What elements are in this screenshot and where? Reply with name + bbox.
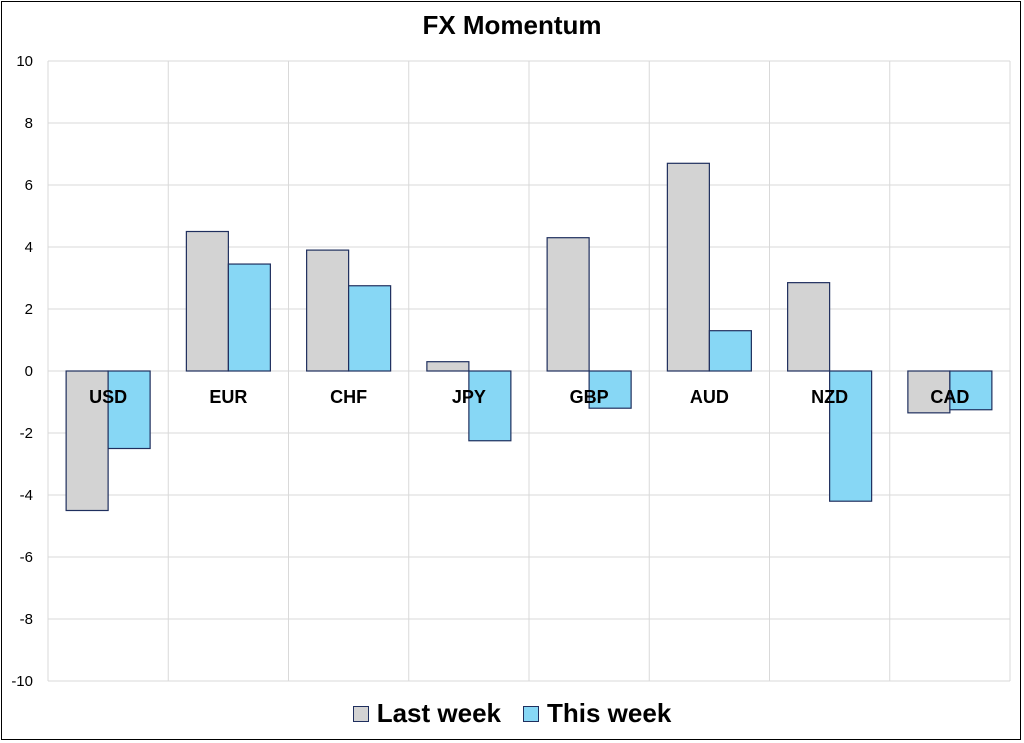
legend-swatch-last-week [352, 705, 369, 722]
category-label-nzd: NZD [811, 387, 848, 407]
y-tick-label: 6 [25, 177, 33, 194]
y-tick-label: -8 [20, 611, 33, 628]
category-labels: USD EUR CHF JPY GBP AUD NZD CAD [89, 387, 969, 407]
legend-item-last-week: Last week [352, 698, 501, 729]
bar-usd-last-week [65, 370, 109, 512]
category-label-usd: USD [89, 387, 127, 407]
legend: Last week This week [0, 698, 1024, 729]
bar-usd-this-week [107, 370, 151, 450]
bar-eur-last-week [185, 230, 229, 372]
category-label-gbp: GBP [570, 387, 609, 407]
legend-label-last-week: Last week [376, 698, 501, 728]
chart-title: FX Momentum [422, 10, 602, 40]
category-label-eur: EUR [209, 387, 247, 407]
bar-jpy-this-week [468, 370, 512, 442]
y-tick-label: 2 [25, 301, 33, 318]
y-axis-ticks: 10 8 6 4 2 0 -2 -4 -6 -8 -10 [11, 53, 33, 690]
legend-item-this-week: This week [523, 698, 671, 729]
bar-cad-this-week [949, 370, 993, 411]
y-tick-label: -10 [11, 673, 33, 690]
category-label-aud: AUD [690, 387, 729, 407]
category-label-chf: CHF [330, 387, 367, 407]
category-label-cad: CAD [930, 387, 969, 407]
bar-chf-this-week [348, 285, 392, 372]
y-tick-label: -2 [20, 425, 33, 442]
bar-aud-this-week [708, 330, 752, 372]
bars [65, 162, 993, 512]
bar-chf-last-week [306, 249, 350, 372]
y-tick-label: 10 [16, 53, 33, 70]
legend-swatch-this-week [523, 705, 539, 722]
y-tick-label: -4 [20, 487, 33, 504]
y-tick-label: -6 [20, 549, 33, 566]
legend-label-this-week: This week [547, 698, 672, 728]
bar-gbp-this-week [588, 370, 632, 409]
bar-aud-last-week [666, 162, 710, 372]
bar-jpy-last-week [426, 361, 470, 372]
bar-gbp-last-week [546, 237, 590, 372]
y-tick-label: 4 [25, 239, 33, 256]
y-tick-label: 8 [25, 115, 33, 132]
bar-nzd-this-week [829, 370, 873, 502]
bar-eur-this-week [227, 263, 271, 372]
y-tick-label: 0 [25, 363, 33, 380]
bar-nzd-last-week [787, 282, 831, 372]
category-label-jpy: JPY [452, 387, 486, 407]
